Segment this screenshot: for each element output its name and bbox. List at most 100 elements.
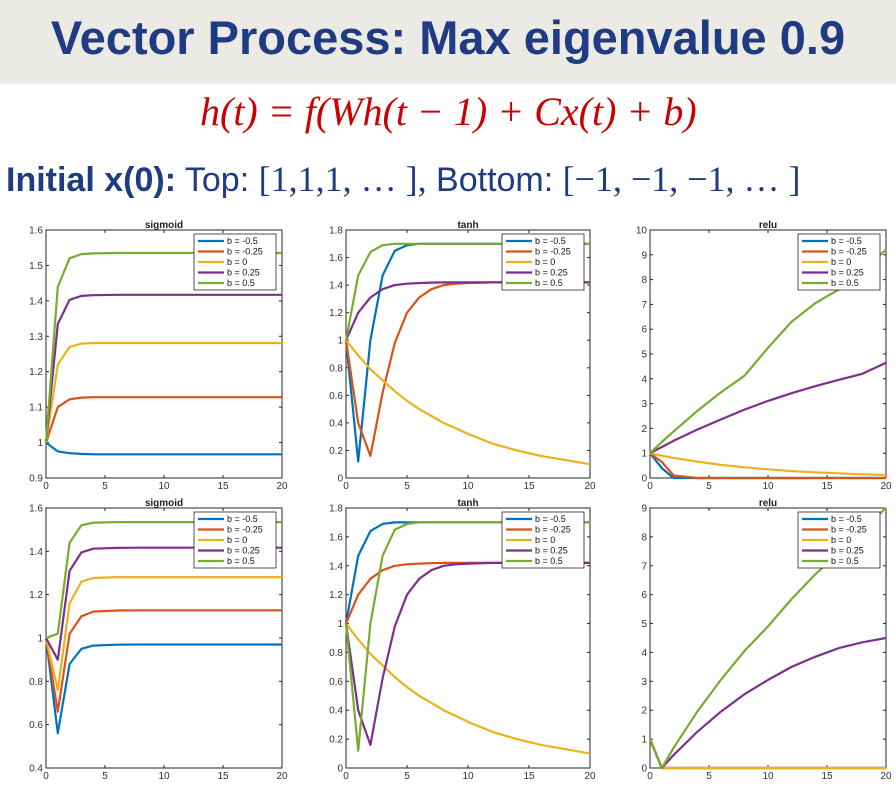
plot-title: sigmoid bbox=[145, 220, 183, 231]
y-tick-label: 1.3 bbox=[29, 332, 43, 343]
y-tick-label: 8 bbox=[641, 532, 647, 543]
x-tick-label: 0 bbox=[343, 771, 349, 782]
legend-label: b = 0.25 bbox=[831, 546, 864, 556]
y-tick-label: 10 bbox=[636, 226, 648, 237]
plot-title: tanh bbox=[457, 498, 478, 509]
x-tick-label: 15 bbox=[821, 771, 833, 782]
legend-label: b = -0.25 bbox=[227, 525, 263, 535]
title-bar bbox=[0, 0, 896, 84]
y-tick-label: 1 bbox=[337, 336, 343, 347]
initial-top-value: [1,1,1, … ], bbox=[258, 159, 427, 199]
series-line-3 bbox=[44, 293, 282, 443]
y-tick-label: 9 bbox=[641, 504, 647, 515]
legend-box bbox=[797, 511, 881, 569]
x-tick-label: 10 bbox=[762, 771, 774, 782]
y-tick-label: 0.8 bbox=[29, 677, 43, 688]
initial-bottom-label: Bottom: bbox=[436, 161, 554, 199]
y-tick-label: 1.6 bbox=[329, 532, 343, 543]
x-tick-label: 0 bbox=[43, 771, 49, 782]
y-tick-label: 0 bbox=[641, 764, 647, 775]
series-line-2 bbox=[44, 575, 282, 692]
series-line-3 bbox=[648, 636, 887, 770]
x-tick-label: 10 bbox=[762, 481, 774, 492]
legend-label: b = 0.25 bbox=[831, 268, 864, 278]
y-tick-label: 0.4 bbox=[29, 764, 43, 775]
x-tick-label: 20 bbox=[584, 481, 596, 492]
legend-label: b = 0.25 bbox=[535, 268, 568, 278]
y-tick-label: 0.4 bbox=[329, 418, 343, 429]
x-tick-label: 5 bbox=[706, 771, 712, 782]
plot-top-sigmoid: sigmoid 0 5 10 15 20 0.9 1 1.1 1.2 1.3 1.4 1.5 1.6 b =… bbox=[29, 220, 288, 492]
series-line-2 bbox=[44, 341, 282, 443]
legend-label: b = 0.5 bbox=[535, 278, 563, 288]
y-tick-label: 1.1 bbox=[29, 403, 43, 414]
legend-label: b = 0.25 bbox=[227, 268, 260, 278]
legend-label: b = -0.5 bbox=[535, 236, 566, 246]
legend-label: b = -0.5 bbox=[831, 514, 862, 524]
y-tick-label: 0.6 bbox=[29, 720, 43, 731]
plot-bottom-tanh: tanh 0 5 10 15 20 0 0.2 0.4 0.6 0.8 1 1.2 1.4 1.6 1.8 b … bbox=[329, 498, 596, 782]
y-tick-label: 1.2 bbox=[329, 308, 343, 319]
legend-label: b = -0.25 bbox=[535, 247, 571, 257]
legend-label: b = 0 bbox=[227, 257, 247, 267]
series-line-2 bbox=[649, 452, 887, 477]
y-tick-label: 1.4 bbox=[329, 281, 343, 292]
legend-label: b = 0 bbox=[831, 257, 851, 267]
y-tick-label: 1.4 bbox=[29, 296, 43, 307]
x-tick-label: 5 bbox=[102, 771, 108, 782]
y-tick-label: 0 bbox=[641, 474, 647, 485]
x-tick-label: 0 bbox=[43, 481, 49, 492]
x-tick-label: 0 bbox=[343, 481, 349, 492]
x-tick-label: 5 bbox=[102, 481, 108, 492]
y-tick-label: 1 bbox=[641, 449, 647, 460]
legend-label: b = -0.5 bbox=[227, 236, 258, 246]
plot-bottom-sigmoid: sigmoid 0 5 10 15 20 0.4 0.6 0.8 1 1.2 1.4 1.6 b = -0… bbox=[29, 498, 288, 782]
series-line-2 bbox=[648, 738, 886, 770]
y-tick-label: 1.6 bbox=[329, 253, 343, 264]
series-line-1 bbox=[649, 452, 886, 480]
plot-top-tanh: tanh 0 5 10 15 20 0 0.2 0.4 0.6 0.8 1 1.2 1.4 1.6 1.8 b … bbox=[329, 220, 596, 492]
x-tick-label: 15 bbox=[523, 481, 535, 492]
y-tick-label: 8 bbox=[641, 275, 647, 286]
legend-label: b = 0 bbox=[831, 535, 851, 545]
x-tick-label: 10 bbox=[462, 771, 474, 782]
initial-condition-line: Initial x(0): Top: [1,1,1, … ], Bottom: … bbox=[6, 158, 801, 200]
y-tick-label: 4 bbox=[641, 374, 647, 385]
x-tick-label: 10 bbox=[462, 481, 474, 492]
slide-title: Vector Process: Max eigenvalue 0.9 bbox=[50, 11, 846, 64]
y-tick-label: 1.8 bbox=[329, 504, 343, 515]
x-tick-label: 0 bbox=[647, 771, 653, 782]
y-tick-label: 3 bbox=[641, 399, 647, 410]
legend-label: b = 0 bbox=[227, 535, 247, 545]
y-tick-label: 1.4 bbox=[329, 561, 343, 572]
y-tick-label: 0.8 bbox=[329, 648, 343, 659]
x-tick-label: 15 bbox=[217, 481, 229, 492]
series-line-3 bbox=[649, 361, 887, 455]
legend-label: b = -0.25 bbox=[831, 525, 867, 535]
initial-top-label: Top: bbox=[184, 161, 250, 199]
y-tick-label: 1 bbox=[37, 634, 43, 645]
y-tick-label: 1.4 bbox=[29, 547, 43, 558]
x-tick-label: 10 bbox=[158, 771, 170, 782]
legend-label: b = 0.5 bbox=[227, 556, 255, 566]
legend-label: b = 0.5 bbox=[227, 278, 255, 288]
y-tick-label: 9 bbox=[641, 250, 647, 261]
legend-label: b = -0.5 bbox=[535, 514, 566, 524]
initial-label: Initial x(0): bbox=[6, 161, 177, 199]
y-tick-label: 0.2 bbox=[329, 735, 343, 746]
plot-top-relu: relu 0 5 10 15 20 0 1 2 3 4 5 6 7 8 9 10 b = -0.5b = -0.2… bbox=[636, 220, 892, 492]
plot-title: relu bbox=[759, 220, 777, 231]
y-tick-label: 1.6 bbox=[29, 226, 43, 237]
y-tick-label: 4 bbox=[641, 648, 647, 659]
x-tick-label: 5 bbox=[404, 771, 410, 782]
x-tick-label: 5 bbox=[706, 481, 712, 492]
x-tick-label: 15 bbox=[217, 771, 229, 782]
y-tick-label: 2 bbox=[641, 424, 647, 435]
y-tick-label: 1 bbox=[641, 735, 647, 746]
plot-title: sigmoid bbox=[145, 498, 183, 509]
x-tick-label: 20 bbox=[276, 771, 288, 782]
y-tick-label: 1.6 bbox=[29, 504, 43, 515]
series-line-4 bbox=[45, 521, 282, 640]
series-line-2 bbox=[345, 339, 591, 466]
